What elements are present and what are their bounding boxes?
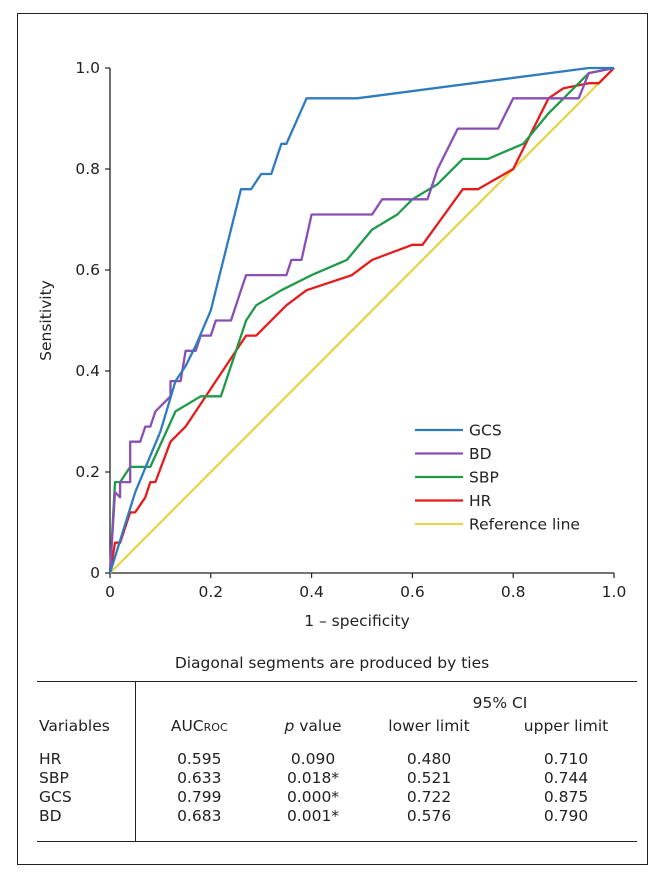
cell-lower: 0.576 bbox=[406, 807, 452, 825]
ci-header: 95% CI bbox=[363, 681, 637, 712]
y-tick-label: 0.6 bbox=[75, 261, 100, 279]
cell-upper: 0.710 bbox=[543, 750, 589, 768]
x-tick-label: 0.2 bbox=[198, 583, 223, 601]
legend-label: Reference line bbox=[469, 516, 580, 534]
x-tick-label: 0 bbox=[105, 583, 115, 601]
cell-variable: HR bbox=[37, 749, 136, 769]
stats-table: 95% CI Variables AUCROC p value lower li… bbox=[37, 681, 637, 842]
hr-series-line bbox=[108, 67, 615, 574]
y-tick-label: 0.8 bbox=[75, 160, 100, 178]
cell-auc: 0.595 bbox=[177, 750, 222, 768]
cell-auc: 0.683 bbox=[177, 807, 222, 825]
cell-lower: 0.722 bbox=[406, 788, 452, 806]
header-upper-limit: upper limit bbox=[523, 716, 609, 735]
cell-auc: 0.799 bbox=[177, 788, 222, 806]
cell-p: 0.018* bbox=[286, 769, 340, 787]
legend-label: SBP bbox=[469, 469, 499, 487]
table-header-row: Variables AUCROC p value lower limit upp… bbox=[37, 711, 637, 740]
chart-note: Diagonal segments are produced by ties bbox=[174, 654, 490, 672]
x-tick-label: 0.8 bbox=[501, 583, 526, 601]
cell-upper: 0.744 bbox=[543, 769, 589, 787]
header-p-value: p value bbox=[284, 716, 342, 735]
cell-upper: 0.875 bbox=[543, 788, 589, 806]
y-tick-label: 0.4 bbox=[75, 362, 100, 380]
x-tick-label: 1.0 bbox=[602, 583, 627, 601]
y-axis-label: Sensitivity bbox=[37, 280, 55, 361]
reference-line-series-line bbox=[109, 67, 615, 574]
cell-variable: SBP bbox=[37, 768, 136, 788]
y-tick-label: 0.2 bbox=[75, 463, 100, 481]
cell-p: 0.000* bbox=[286, 788, 340, 806]
table-row: HR 0.595 0.090 0.480 0.710 bbox=[37, 749, 637, 769]
table-row: SBP 0.633 0.018* 0.521 0.744 bbox=[37, 768, 637, 788]
cell-p: 0.090 bbox=[290, 750, 336, 768]
roc-chart: 0 0.2 0.4 0.6 0.8 1.0 0 0.2 0.4 0.6 0.8 1.0 1 – spec… bbox=[37, 59, 627, 630]
header-variables: Variables bbox=[37, 711, 136, 740]
cell-lower: 0.521 bbox=[406, 769, 452, 787]
legend-label: GCS bbox=[469, 422, 502, 440]
table-row: GCS 0.799 0.000* 0.722 0.875 bbox=[37, 787, 637, 807]
y-tick-label: 1.0 bbox=[75, 59, 100, 77]
bd-series-line bbox=[108, 66, 615, 574]
x-tick-label: 0.6 bbox=[400, 583, 425, 601]
x-axis-label: 1 – specificity bbox=[304, 612, 410, 630]
x-tick-label: 0.4 bbox=[299, 583, 324, 601]
table-row: BD 0.683 0.001* 0.576 0.790 bbox=[37, 806, 637, 826]
table-corner-cell bbox=[37, 681, 136, 712]
cell-auc: 0.633 bbox=[177, 769, 222, 787]
figure-frame bbox=[17, 13, 648, 865]
cell-lower: 0.480 bbox=[406, 750, 452, 768]
y-tick-label: 0 bbox=[90, 564, 100, 582]
gcs-series-line bbox=[108, 66, 614, 574]
legend-label: HR bbox=[469, 492, 492, 510]
sbp-series-line bbox=[108, 66, 615, 574]
header-auc: AUCROC bbox=[170, 716, 228, 735]
cell-variable: BD bbox=[37, 806, 136, 826]
legend-label: BD bbox=[469, 445, 492, 463]
cell-variable: GCS bbox=[37, 787, 136, 807]
header-lower-limit: lower limit bbox=[388, 716, 470, 735]
cell-upper: 0.790 bbox=[543, 807, 589, 825]
cell-p: 0.001* bbox=[286, 807, 340, 825]
